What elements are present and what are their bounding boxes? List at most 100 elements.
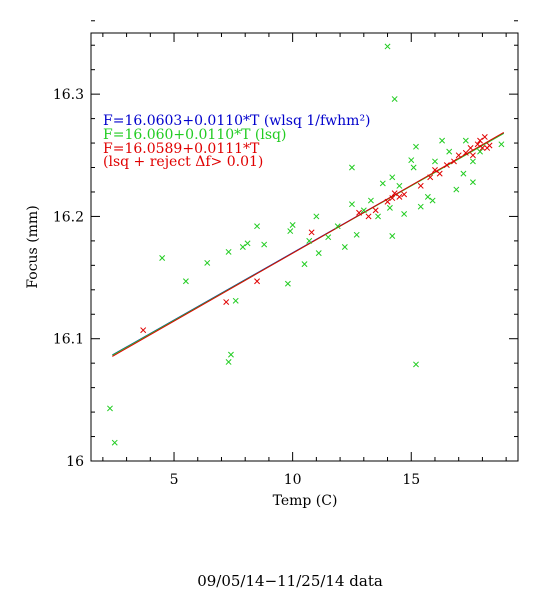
data-point-s0-39: [413, 361, 419, 368]
data-point-s0-31: [386, 204, 393, 211]
legend-entry-lsq: F=16.060+0.0110*T (lsq): [103, 127, 286, 143]
data-point-s0-18: [313, 213, 320, 220]
point-stroke: [379, 180, 386, 187]
data-point-s1-5: [365, 213, 372, 220]
point-stroke: [391, 190, 398, 197]
data-point-s0-50: [469, 179, 476, 186]
x-tick-label-1: 10: [284, 472, 302, 488]
point-stroke: [365, 213, 372, 220]
data-point-s0-27: [367, 197, 374, 204]
data-point-s0-43: [429, 197, 436, 204]
y-tick-label-0: 16: [66, 454, 84, 470]
legend-entry-wlsq: F=16.0603+0.0110*T (wlsq 1/fwhm²): [103, 113, 371, 129]
point-stroke: [301, 261, 308, 268]
point-stroke: [432, 167, 438, 173]
data-point-s1-24: [479, 144, 486, 151]
point-stroke: [439, 137, 446, 144]
data-point-s1-6: [372, 207, 379, 214]
data-point-s1-11: [401, 191, 408, 198]
data-point-s1-27: [486, 142, 493, 149]
point-stroke: [254, 223, 261, 230]
data-point-s0-10: [244, 240, 251, 247]
data-point-s1-12: [417, 182, 424, 189]
point-stroke: [396, 193, 403, 200]
point-stroke: [413, 143, 419, 150]
point-stroke: [424, 193, 431, 200]
data-point-s0-8: [232, 297, 239, 304]
data-point-s1-25: [481, 133, 488, 140]
data-point-s0-12: [261, 241, 268, 248]
point-stroke: [372, 207, 379, 214]
data-point-s0-30: [384, 43, 391, 50]
data-point-s0-25: [353, 231, 360, 238]
point-stroke: [436, 170, 443, 177]
y-tick-label-1: 16.1: [53, 332, 84, 348]
point-stroke: [111, 439, 118, 446]
data-point-s0-15: [289, 222, 296, 228]
axis-ticks: [91, 20, 518, 462]
point-stroke: [284, 280, 291, 287]
data-point-s1-18: [455, 152, 462, 159]
plot-frame: [90, 32, 519, 462]
data-point-s0-7: [225, 248, 232, 255]
point-stroke: [427, 174, 434, 181]
point-stroke: [389, 195, 396, 202]
point-stroke: [432, 158, 438, 165]
x-tick-label-0: 5: [170, 472, 179, 488]
data-point-s0-49: [462, 137, 469, 144]
data-point-s0-21: [334, 223, 341, 230]
fit-line-2: [112, 131, 505, 357]
point-stroke: [204, 259, 211, 266]
point-stroke: [479, 144, 486, 151]
point-stroke: [315, 250, 322, 257]
point-stroke: [348, 164, 355, 171]
data-point-s0-13: [284, 280, 291, 287]
data-point-s0-19: [315, 250, 322, 257]
point-stroke: [429, 197, 436, 204]
data-point-s0-29: [379, 180, 386, 187]
data-point-s1-1: [223, 299, 230, 305]
point-stroke: [107, 405, 113, 412]
data-point-s0-46: [446, 148, 453, 155]
point-stroke: [261, 241, 268, 248]
point-stroke: [334, 223, 341, 230]
point-stroke: [401, 211, 408, 217]
data-point-s0-1: [111, 439, 118, 446]
data-point-s1-8: [389, 195, 396, 202]
legend-entry-reject: F=16.0589+0.0111*T: [103, 141, 260, 157]
point-stroke: [417, 182, 424, 189]
point-stroke: [462, 137, 469, 144]
y-axis-label: Focus (mm): [25, 205, 41, 288]
data-point-s0-32: [389, 233, 396, 239]
data-point-s1-13: [427, 174, 434, 181]
point-stroke: [225, 248, 232, 255]
point-stroke: [469, 152, 476, 159]
y-tick-label-2: 16.2: [53, 209, 84, 225]
point-stroke: [413, 361, 419, 368]
data-point-s0-24: [348, 201, 355, 208]
point-stroke: [367, 197, 374, 204]
data-point-s1-15: [436, 170, 443, 177]
point-stroke: [225, 358, 232, 365]
data-point-s0-20: [325, 234, 332, 241]
point-stroke: [460, 170, 467, 177]
data-point-s1-23: [477, 137, 483, 144]
point-stroke: [223, 299, 230, 305]
data-points: [107, 43, 505, 446]
point-stroke: [417, 203, 424, 210]
data-point-s1-4: [356, 209, 363, 216]
data-point-s0-6: [228, 351, 234, 358]
data-point-s0-14: [287, 228, 294, 235]
point-stroke: [287, 228, 294, 235]
point-stroke: [391, 96, 398, 102]
legend-entry-reject-note: (lsq + reject Δf> 0.01): [103, 154, 263, 170]
data-point-s0-36: [401, 211, 408, 217]
point-stroke: [159, 255, 166, 261]
data-point-s1-22: [474, 141, 481, 148]
point-stroke: [353, 231, 360, 238]
point-stroke: [389, 233, 396, 239]
point-stroke: [396, 182, 403, 189]
data-point-s0-28: [375, 213, 381, 220]
data-point-s1-2: [254, 278, 261, 285]
date-range-caption: 09/05/14−11/25/14 data: [197, 572, 383, 590]
